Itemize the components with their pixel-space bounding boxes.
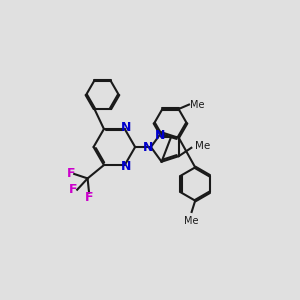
Text: Me: Me [184,215,199,226]
Text: F: F [85,190,93,204]
Text: Me: Me [190,100,205,110]
Text: F: F [69,183,78,196]
Text: Me: Me [195,141,210,151]
Text: N: N [155,129,165,142]
Text: N: N [143,140,154,154]
Text: F: F [66,167,75,181]
Text: N: N [121,121,131,134]
Text: N: N [121,160,131,173]
